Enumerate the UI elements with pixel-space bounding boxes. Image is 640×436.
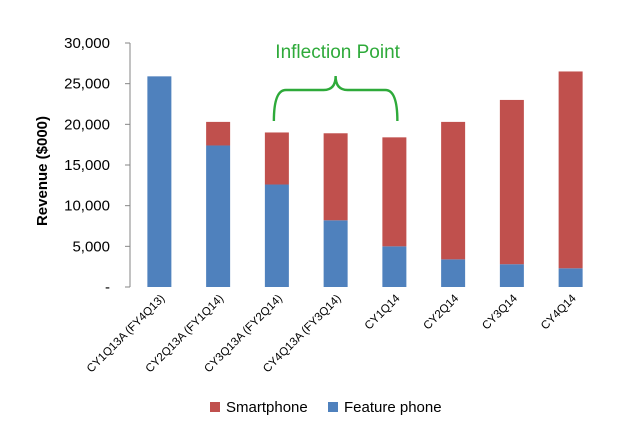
x-tick-label: CY2Q14 <box>422 292 462 332</box>
bar-feature-phone <box>499 264 524 287</box>
annotation-brace <box>272 75 399 122</box>
bar-feature-phone <box>264 184 289 287</box>
legend-label: Smartphone <box>226 399 308 416</box>
x-tick-label: CY3Q14 <box>480 292 520 332</box>
x-axis-labels: CY1Q13A (FY4Q13)CY2Q13A (FY1Q14)CY3Q13A … <box>85 292 579 375</box>
bar-feature-phone <box>206 145 231 287</box>
y-tick-label: 30,000 <box>64 35 110 52</box>
legend-swatch <box>328 402 338 412</box>
bar-smartphone <box>558 71 583 269</box>
inflection-annotation: Inflection Point <box>272 42 401 122</box>
bar-smartphone <box>499 99 524 265</box>
bar-smartphone <box>264 132 289 185</box>
x-tick-label: CY4Q14 <box>539 292 579 332</box>
bar-smartphone <box>206 121 231 146</box>
x-tick-label: CY1Q14 <box>363 292 403 332</box>
bar-feature-phone <box>323 220 348 287</box>
bar-smartphone <box>382 137 407 247</box>
legend: Smartphone Feature phone <box>210 399 442 416</box>
legend-swatch <box>210 402 220 412</box>
y-tick-label: 10,000 <box>64 198 110 215</box>
bar-feature-phone <box>558 268 583 287</box>
y-axis-label: Revenue ($000) <box>34 116 51 226</box>
bar-feature-phone <box>441 259 466 287</box>
y-tick-label: 5,000 <box>72 238 110 255</box>
y-axis: - 5,000 10,000 15,000 20,000 25,000 30,000 <box>64 35 131 296</box>
y-tick-label: 25,000 <box>64 76 110 93</box>
bars <box>147 71 583 287</box>
y-tick-label: - <box>105 279 110 296</box>
bar-smartphone <box>323 133 348 221</box>
bar-feature-phone <box>147 76 172 287</box>
annotation-text: Inflection Point <box>275 42 400 63</box>
y-tick-label: 15,000 <box>64 157 110 174</box>
bar-smartphone <box>441 121 466 260</box>
legend-label: Feature phone <box>344 399 442 416</box>
y-tick-label: 20,000 <box>64 116 110 133</box>
bar-feature-phone <box>382 246 407 287</box>
